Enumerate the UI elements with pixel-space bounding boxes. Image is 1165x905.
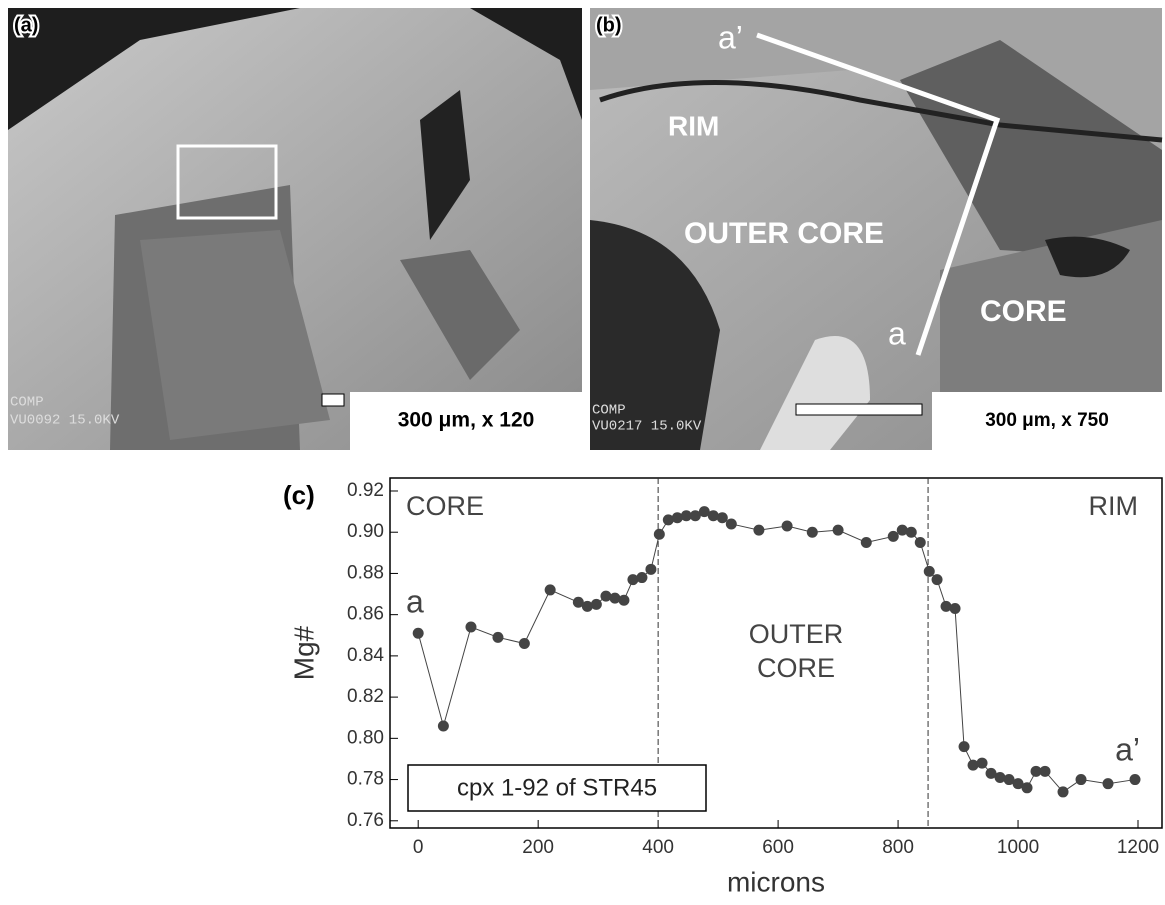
data-point [437,720,449,732]
data-point [1030,765,1042,777]
data-point [590,598,602,610]
annotation: CORE [757,653,835,683]
sem-image-a [8,8,582,450]
y-axis-label: Mg# [288,625,319,680]
x-axis-label: microns [727,866,825,897]
overlay-text: COMP [10,395,44,411]
data-point [887,530,899,542]
data-point [572,596,584,608]
chart-c: 0.76 0.78 0.80 0.82 0.84 0.86 0.88 0.90 0.92 0 200… [283,477,1163,897]
data-point [1012,778,1024,790]
y-tick-label: 0.80 [347,727,384,748]
data-point [976,757,988,769]
data-point [832,524,844,536]
data-point [698,506,710,518]
x-tick-label: 400 [642,837,674,858]
data-point [905,526,917,538]
x-tick-label: 600 [762,837,794,858]
data-point [544,584,556,596]
scale-label: 300 μm, x 120 [398,409,535,432]
data-point [618,594,630,606]
data-point [636,572,648,584]
data-point [806,526,818,538]
data-point [958,741,970,753]
legend-box [407,764,707,812]
data-point [645,563,657,575]
data-point [600,590,612,602]
y-tick-label: 0.78 [347,769,384,790]
panel-label: (c) [283,480,315,510]
annotation: RIM [1089,491,1139,521]
data-point [1102,778,1114,790]
data-point [923,565,935,577]
x-tick-label: 1000 [997,837,1039,858]
annotation: a’ [1115,731,1140,767]
data-point [518,638,530,650]
x-tick-label: 1200 [1117,837,1159,858]
data-point [967,759,979,771]
x-tick-label: 800 [882,837,914,858]
data-point [662,514,674,526]
data-point [725,518,737,530]
y-tick-label: 0.92 [347,480,384,501]
data-point [914,537,926,549]
y-tick-label: 0.76 [347,810,384,831]
data-point [1003,774,1015,786]
data-point [931,574,943,586]
data-point [465,621,477,633]
x-tick-label: 0 [413,837,424,858]
y-tick-label: 0.82 [347,686,384,707]
y-tick-label: 0.86 [347,604,384,625]
data-point [412,627,424,639]
data-point [985,767,997,779]
annotation: a [406,583,424,619]
data-point [896,524,908,536]
region-label: CORE [980,295,1067,328]
data-point [781,520,793,532]
y-tick-label: 0.88 [347,562,384,583]
data-point [1075,774,1087,786]
data-point [949,602,961,614]
annotation: CORE [406,491,484,521]
data-point [940,600,952,612]
series-line [417,511,1136,793]
overlay-text: VU0217 15.0KV [592,419,702,435]
overlay-text: VU0092 15.0KV [10,413,120,429]
end-label: a [888,315,906,351]
data-point [492,631,504,643]
data-point [1039,765,1051,777]
annotation: OUTER [749,619,844,649]
region-label: RIM [668,110,719,141]
data-point [680,510,692,522]
data-point [689,510,701,522]
y-tick-label: 0.90 [347,521,384,542]
data-point [707,510,719,522]
data-point [1129,774,1141,786]
overlay-text: COMP [592,403,626,419]
data-point [994,771,1006,783]
scale-label: 300 μm, x 750 [985,410,1109,431]
data-point [716,512,728,524]
end-label: a’ [718,19,743,55]
region-label: OUTER CORE [684,217,884,250]
data-point [609,592,621,604]
legend-label: cpx 1-92 of STR45 [457,774,657,801]
data-point [671,512,683,524]
data-point [1057,786,1069,798]
data-point [753,524,765,536]
data-point [627,574,639,586]
sem-image-b [590,8,1163,450]
plot-frame [389,477,1163,829]
panel-label: (b) [596,14,622,36]
data-point [860,537,872,549]
x-tick-label: 200 [522,837,554,858]
y-tick-label: 0.84 [347,645,384,666]
data-point [581,600,593,612]
data-point [653,528,665,540]
panel-label: (a) [14,14,38,36]
data-point [1021,782,1033,794]
